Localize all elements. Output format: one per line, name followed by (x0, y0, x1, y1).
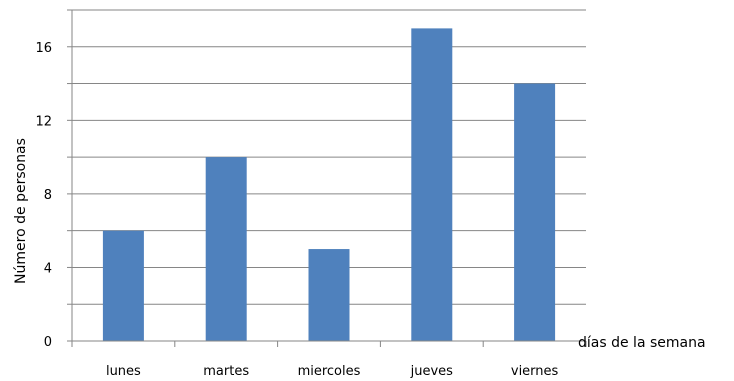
y-tick-label: 4 (44, 261, 52, 276)
x-tick-label: viernes (511, 364, 559, 379)
y-tick-labels: 0 4 8 12 16 (35, 41, 52, 350)
y-axis-label: Número de personas (13, 138, 29, 284)
x-tick-label: martes (203, 364, 249, 379)
bars (102, 28, 556, 342)
bar-martes (205, 157, 247, 341)
x-axis-label: días de la semana (578, 335, 706, 351)
y-tick-label: 12 (35, 114, 52, 129)
axes (67, 9, 587, 347)
bar-jueves (411, 28, 453, 342)
bar-miercoles (308, 249, 350, 341)
gridlines (72, 9, 586, 305)
x-tick-label: lunes (106, 364, 141, 379)
x-tick-label: miercoles (298, 364, 361, 379)
bar-lunes (102, 230, 144, 341)
y-tick-label: 0 (44, 335, 52, 350)
y-tick-label: 8 (44, 188, 52, 203)
y-tick-label: 16 (35, 41, 52, 56)
bar-viernes (514, 83, 556, 342)
x-tick-label: jueves (410, 364, 454, 379)
x-tick-labels: lunes martes miercoles jueves viernes (106, 364, 559, 379)
